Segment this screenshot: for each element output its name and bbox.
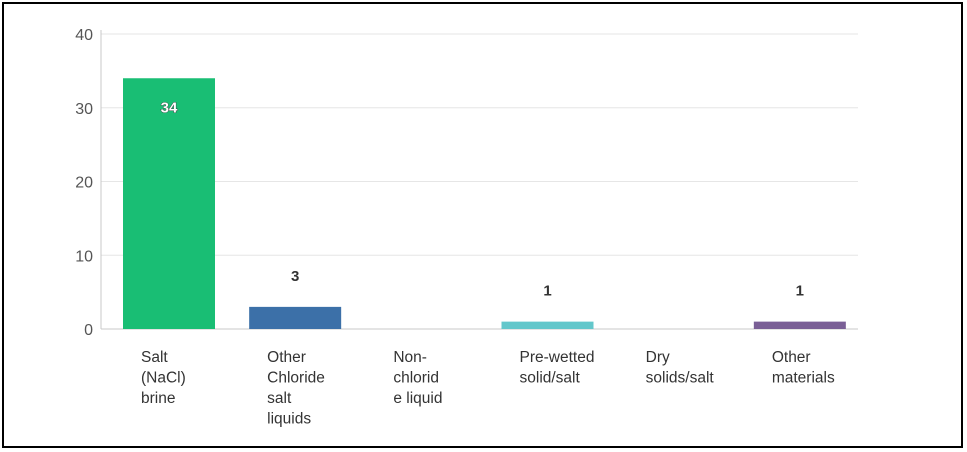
bar <box>123 78 215 329</box>
x-category-label: solid/salt <box>520 370 581 387</box>
x-category-label: (NaCl) <box>141 370 186 387</box>
x-category-label: Salt <box>141 349 168 366</box>
bar <box>249 306 342 329</box>
x-category-label: brine <box>141 390 175 407</box>
x-category-label: e liquid <box>393 390 442 407</box>
x-category-label: solids/salt <box>646 370 715 387</box>
y-tick-label: 0 <box>84 322 93 339</box>
data-label: 1 <box>796 283 804 300</box>
y-tick-label: 30 <box>75 101 93 118</box>
x-category-label: Chloride <box>267 370 325 387</box>
x-category-label: Pre-wetted <box>520 349 595 366</box>
x-category-label: liquids <box>267 411 311 428</box>
x-category-label: Non- <box>393 349 427 366</box>
data-label: 3 <box>291 268 299 285</box>
y-tick-label: 20 <box>75 175 93 192</box>
x-category-label: Other <box>267 349 306 366</box>
x-category-label: chlorid <box>393 370 439 387</box>
bar <box>753 321 846 329</box>
data-label: 34 <box>161 99 178 116</box>
x-category-label: Other <box>772 349 811 366</box>
y-tick-label: 10 <box>75 248 93 265</box>
bar <box>501 321 594 329</box>
x-category-label: salt <box>267 390 292 407</box>
x-category-label: Dry <box>646 349 670 366</box>
data-label: 1 <box>543 283 551 300</box>
x-category-label: materials <box>772 370 835 387</box>
y-tick-label: 40 <box>75 27 93 44</box>
